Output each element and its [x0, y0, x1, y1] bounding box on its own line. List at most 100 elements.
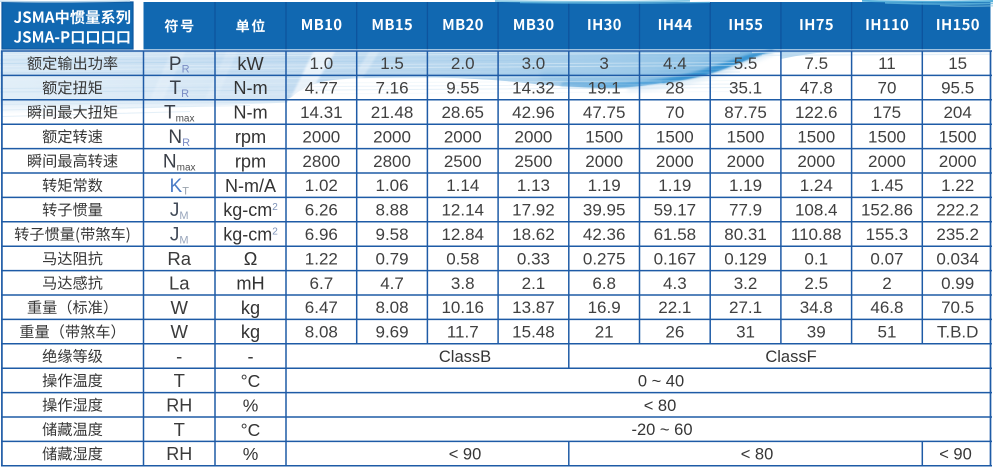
svg-text:3.0: 3.0: [522, 54, 546, 73]
svg-text:N-m: N-m: [233, 103, 267, 123]
svg-text:8.88: 8.88: [376, 201, 409, 220]
svg-text:14.32: 14.32: [512, 79, 555, 98]
svg-text:70: 70: [665, 103, 684, 122]
svg-text:2000: 2000: [656, 152, 694, 171]
svg-text:mH: mH: [236, 273, 264, 293]
svg-text:1500: 1500: [656, 127, 694, 146]
svg-text:T: T: [174, 370, 185, 391]
svg-text:1500: 1500: [727, 127, 765, 146]
svg-text:1.02: 1.02: [305, 176, 338, 195]
svg-text:59.17: 59.17: [654, 201, 697, 220]
svg-text:2000: 2000: [444, 127, 482, 146]
svg-text:12.84: 12.84: [441, 225, 484, 244]
svg-text:Ω: Ω: [244, 249, 258, 269]
svg-text:1.24: 1.24: [800, 176, 833, 195]
svg-text:35.1: 35.1: [729, 79, 762, 98]
svg-text:W: W: [171, 321, 189, 342]
svg-text:11.7: 11.7: [447, 323, 479, 342]
svg-text:80.31: 80.31: [724, 225, 767, 244]
svg-text:1.5: 1.5: [380, 54, 404, 73]
svg-text:RH: RH: [166, 444, 192, 464]
svg-text:3.8: 3.8: [451, 274, 475, 293]
svg-text:N-m: N-m: [233, 78, 267, 98]
svg-text:0.58: 0.58: [446, 249, 479, 268]
svg-text:47.75: 47.75: [583, 103, 626, 122]
svg-text:7.5: 7.5: [804, 54, 828, 73]
svg-text:108.4: 108.4: [795, 201, 838, 220]
svg-text:2000: 2000: [868, 152, 906, 171]
svg-text:2000: 2000: [727, 152, 765, 171]
svg-text:< 90: < 90: [939, 446, 972, 464]
svg-text:122.6: 122.6: [795, 103, 838, 122]
svg-text:2000: 2000: [939, 152, 977, 171]
svg-text:Ra: Ra: [167, 248, 191, 269]
svg-text:28: 28: [665, 79, 684, 98]
svg-text:7.16: 7.16: [376, 79, 409, 98]
svg-text:T: T: [174, 419, 185, 440]
svg-text:6.26: 6.26: [305, 201, 338, 220]
svg-text:21: 21: [595, 323, 614, 342]
svg-text:-: -: [247, 347, 253, 367]
svg-text:70: 70: [877, 79, 896, 98]
svg-text:0.034: 0.034: [936, 249, 979, 268]
svg-text:2.1: 2.1: [522, 274, 546, 293]
svg-text:10.16: 10.16: [441, 298, 484, 317]
svg-text:42.96: 42.96: [512, 103, 555, 122]
svg-text:La: La: [169, 272, 190, 293]
svg-text:204: 204: [943, 103, 971, 122]
svg-text:°C: °C: [241, 420, 261, 440]
svg-text:°C: °C: [241, 371, 261, 391]
svg-text:2000: 2000: [797, 152, 835, 171]
svg-text:3.2: 3.2: [734, 274, 758, 293]
svg-text:1.06: 1.06: [376, 176, 409, 195]
svg-text:1.22: 1.22: [941, 176, 974, 195]
svg-text:1500: 1500: [797, 127, 835, 146]
svg-text:< 80: < 80: [644, 397, 677, 415]
svg-text:T.B.D: T.B.D: [937, 323, 979, 342]
svg-text:2000: 2000: [373, 127, 411, 146]
svg-text:1500: 1500: [585, 127, 623, 146]
svg-text:1.0: 1.0: [310, 54, 334, 73]
svg-text:1.45: 1.45: [870, 176, 903, 195]
svg-text:2500: 2500: [444, 152, 482, 171]
svg-text:ClassB: ClassB: [439, 348, 491, 366]
svg-text:2.0: 2.0: [451, 54, 475, 73]
svg-text:2800: 2800: [373, 152, 411, 171]
svg-text:46.8: 46.8: [870, 298, 903, 317]
svg-text:22.1: 22.1: [658, 298, 691, 317]
svg-text:235.2: 235.2: [936, 225, 979, 244]
svg-text:1500: 1500: [939, 127, 977, 146]
svg-text:1500: 1500: [868, 127, 906, 146]
svg-text:61.58: 61.58: [654, 225, 697, 244]
svg-text:2: 2: [882, 274, 891, 293]
svg-text:rpm: rpm: [235, 127, 266, 147]
svg-text:6.47: 6.47: [305, 298, 338, 317]
svg-text:RH: RH: [166, 395, 192, 415]
svg-text:8.08: 8.08: [376, 298, 409, 317]
svg-text:19.1: 19.1: [588, 79, 621, 98]
svg-text:175: 175: [873, 103, 901, 122]
svg-text:< 90: < 90: [449, 446, 482, 464]
svg-text:2500: 2500: [515, 152, 553, 171]
svg-text:110.88: 110.88: [791, 225, 842, 244]
svg-text:5.5: 5.5: [734, 54, 758, 73]
svg-text:14.31: 14.31: [300, 103, 343, 122]
svg-text:rpm: rpm: [235, 151, 266, 171]
svg-text:155.3: 155.3: [866, 225, 909, 244]
svg-text:31: 31: [736, 323, 755, 342]
svg-text:ClassF: ClassF: [765, 348, 816, 366]
svg-text:0.275: 0.275: [583, 249, 626, 268]
svg-text:kW: kW: [237, 54, 264, 74]
svg-text:21.48: 21.48: [371, 103, 414, 122]
svg-text:1.19: 1.19: [588, 176, 621, 195]
svg-text:N-m/A: N-m/A: [225, 176, 276, 196]
svg-text:39: 39: [807, 323, 826, 342]
svg-text:0.07: 0.07: [870, 249, 903, 268]
svg-text:kg: kg: [241, 298, 260, 318]
svg-text:1.19: 1.19: [658, 176, 691, 195]
svg-text:4.77: 4.77: [305, 79, 338, 98]
svg-text:47.8: 47.8: [800, 79, 833, 98]
svg-text:1.22: 1.22: [305, 249, 338, 268]
svg-text:12.14: 12.14: [441, 201, 484, 220]
svg-text:2000: 2000: [585, 152, 623, 171]
